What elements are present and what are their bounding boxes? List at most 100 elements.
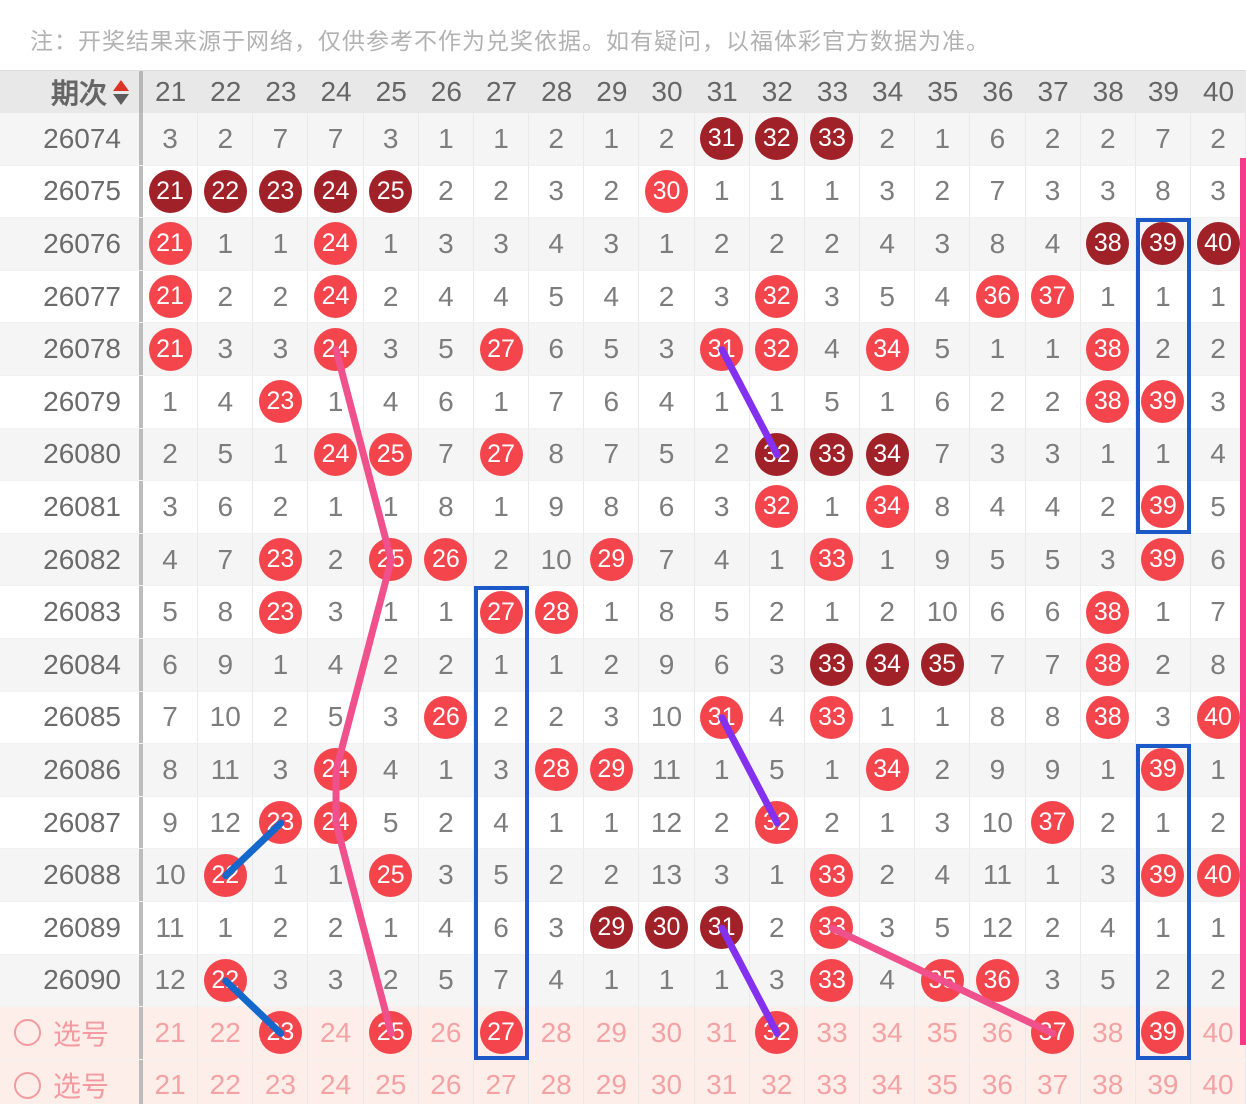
selection-radio[interactable] — [14, 1071, 41, 1099]
miss-count-cell: 4 — [584, 270, 640, 323]
miss-count-cell[interactable]: 26 — [419, 1007, 474, 1059]
miss-count-cell[interactable]: 33 — [805, 1059, 861, 1104]
ball-cell[interactable]: 25 — [364, 1007, 419, 1059]
ball-cell: 36 — [970, 954, 1026, 1007]
column-header-22: 22 — [210, 76, 242, 107]
miss-count-cell: 7 — [1026, 638, 1081, 691]
miss-count-cell[interactable]: 25 — [364, 1059, 419, 1104]
miss-count-cell[interactable]: 22 — [198, 1059, 254, 1104]
miss-count-cell: 2 — [364, 954, 419, 1007]
drawn-ball-dark: 31 — [700, 906, 744, 950]
miss-count-cell: 8 — [143, 744, 199, 796]
miss-count-cell[interactable]: 34 — [860, 1059, 916, 1104]
miss-count-cell[interactable]: 29 — [584, 1007, 640, 1059]
miss-count-cell[interactable]: 28 — [529, 1059, 585, 1104]
draw-row-26087: 26087 9 12 23 24 5 2 4 1 1 12 2 32 2 1 3 10 37 2 1 2 — [0, 796, 1246, 850]
miss-count-cell: 3 — [750, 638, 805, 691]
miss-count-cell[interactable]: 30 — [639, 1059, 695, 1104]
miss-count-cell[interactable]: 39 — [1136, 1059, 1191, 1104]
miss-count-cell: 1 — [860, 533, 916, 586]
miss-count-cell: 6 — [970, 586, 1026, 638]
miss-count-cell: 2 — [308, 901, 364, 954]
ball-cell: 40 — [1191, 691, 1246, 744]
miss-count-cell[interactable]: 36 — [970, 1059, 1026, 1104]
ball-cell: 25 — [364, 165, 419, 218]
miss-count-cell: 1 — [805, 481, 861, 533]
drawn-ball[interactable]: 39 — [1141, 1011, 1185, 1055]
miss-count-cell[interactable]: 40 — [1191, 1007, 1246, 1059]
drawn-ball[interactable]: 27 — [479, 1011, 523, 1055]
miss-count-cell: 3 — [970, 428, 1026, 481]
miss-count-cell[interactable]: 21 — [143, 1059, 199, 1104]
ball-cell[interactable]: 37 — [1026, 1007, 1081, 1059]
drawn-ball: 24 — [314, 275, 358, 319]
ball-cell: 28 — [529, 586, 585, 638]
miss-count-cell[interactable]: 23 — [253, 1059, 309, 1104]
drawn-ball: 34 — [865, 485, 909, 529]
drawn-ball: 25 — [369, 853, 413, 897]
miss-count-cell[interactable]: 36 — [970, 1007, 1026, 1059]
drawn-ball[interactable]: 37 — [1031, 1011, 1075, 1055]
miss-count-cell[interactable]: 35 — [915, 1007, 971, 1059]
drawn-ball[interactable]: 23 — [258, 1011, 302, 1055]
disclaimer-text: 注：开奖结果来源于网络，仅供参考不作为兑奖依据。如有疑问，以福体彩官方数据为准。 — [30, 28, 990, 54]
drawn-ball: 40 — [1196, 695, 1240, 739]
ball-cell: 38 — [1081, 638, 1136, 691]
column-header-28: 28 — [541, 76, 573, 107]
miss-count-cell[interactable]: 37 — [1026, 1059, 1081, 1104]
ball-cell: 26 — [419, 691, 474, 744]
miss-count-cell: 2 — [970, 375, 1026, 428]
miss-count-cell: 3 — [529, 901, 585, 954]
miss-count-cell: 10 — [529, 533, 585, 586]
sort-down-icon[interactable] — [113, 93, 129, 105]
miss-count-cell: 1 — [860, 375, 916, 428]
miss-count-cell[interactable]: 38 — [1081, 1007, 1136, 1059]
miss-count-cell: 1 — [860, 796, 916, 849]
miss-count-cell: 12 — [970, 901, 1026, 954]
miss-count-cell[interactable]: 32 — [750, 1059, 805, 1104]
sort-icons[interactable] — [113, 79, 129, 105]
miss-count-cell: 3 — [695, 849, 750, 901]
miss-count-cell[interactable]: 33 — [805, 1007, 861, 1059]
miss-count-cell: 4 — [364, 375, 419, 428]
miss-count-cell: 1 — [253, 849, 309, 901]
miss-count-cell[interactable]: 38 — [1081, 1059, 1136, 1104]
scrollbar-indicator[interactable] — [1240, 158, 1246, 1045]
sort-up-icon[interactable] — [113, 79, 129, 91]
drawn-ball[interactable]: 32 — [755, 1011, 799, 1055]
selection-label[interactable]: 选号 — [0, 1007, 143, 1059]
period-column-header[interactable]: 期次 — [0, 71, 143, 113]
miss-count-cell: 8 — [198, 586, 254, 638]
miss-count-cell[interactable]: 31 — [695, 1059, 750, 1104]
miss-count-cell: 7 — [970, 638, 1026, 691]
miss-count-cell[interactable]: 28 — [529, 1007, 585, 1059]
ball-cell: 30 — [639, 165, 695, 218]
miss-count-cell[interactable]: 24 — [308, 1059, 364, 1104]
miss-count-cell[interactable]: 30 — [639, 1007, 695, 1059]
miss-count-cell[interactable]: 21 — [143, 1007, 199, 1059]
miss-count-cell[interactable]: 31 — [695, 1007, 750, 1059]
ball-cell[interactable]: 27 — [474, 1007, 530, 1059]
selection-radio[interactable] — [14, 1019, 41, 1047]
selection-label[interactable]: 选号 — [0, 1059, 143, 1104]
miss-count-cell[interactable]: 35 — [915, 1059, 971, 1104]
miss-count-cell[interactable]: 24 — [308, 1007, 364, 1059]
ball-cell[interactable]: 32 — [750, 1007, 805, 1059]
ball-cell[interactable]: 39 — [1136, 1007, 1191, 1059]
draw-row-26084: 26084 6 9 1 4 2 2 1 1 2 9 6 3 33 34 35 7 7 38 2 8 — [0, 638, 1246, 692]
miss-count-cell[interactable]: 34 — [860, 1007, 916, 1059]
miss-count-cell[interactable]: 27 — [474, 1059, 530, 1104]
miss-count-cell: 8 — [970, 218, 1026, 270]
miss-count-cell[interactable]: 40 — [1191, 1059, 1246, 1104]
miss-count-cell: 2 — [474, 691, 530, 744]
drawn-ball: 23 — [258, 538, 302, 582]
miss-count-cell: 4 — [915, 270, 971, 323]
miss-count-cell[interactable]: 29 — [584, 1059, 640, 1104]
miss-count-cell[interactable]: 22 — [198, 1007, 254, 1059]
ball-cell[interactable]: 23 — [253, 1007, 309, 1059]
miss-count-cell: 3 — [308, 954, 364, 1007]
miss-count-cell: 3 — [1081, 849, 1136, 901]
drawn-ball[interactable]: 25 — [369, 1011, 413, 1055]
miss-count-cell: 7 — [970, 165, 1026, 218]
miss-count-cell[interactable]: 26 — [419, 1059, 474, 1104]
